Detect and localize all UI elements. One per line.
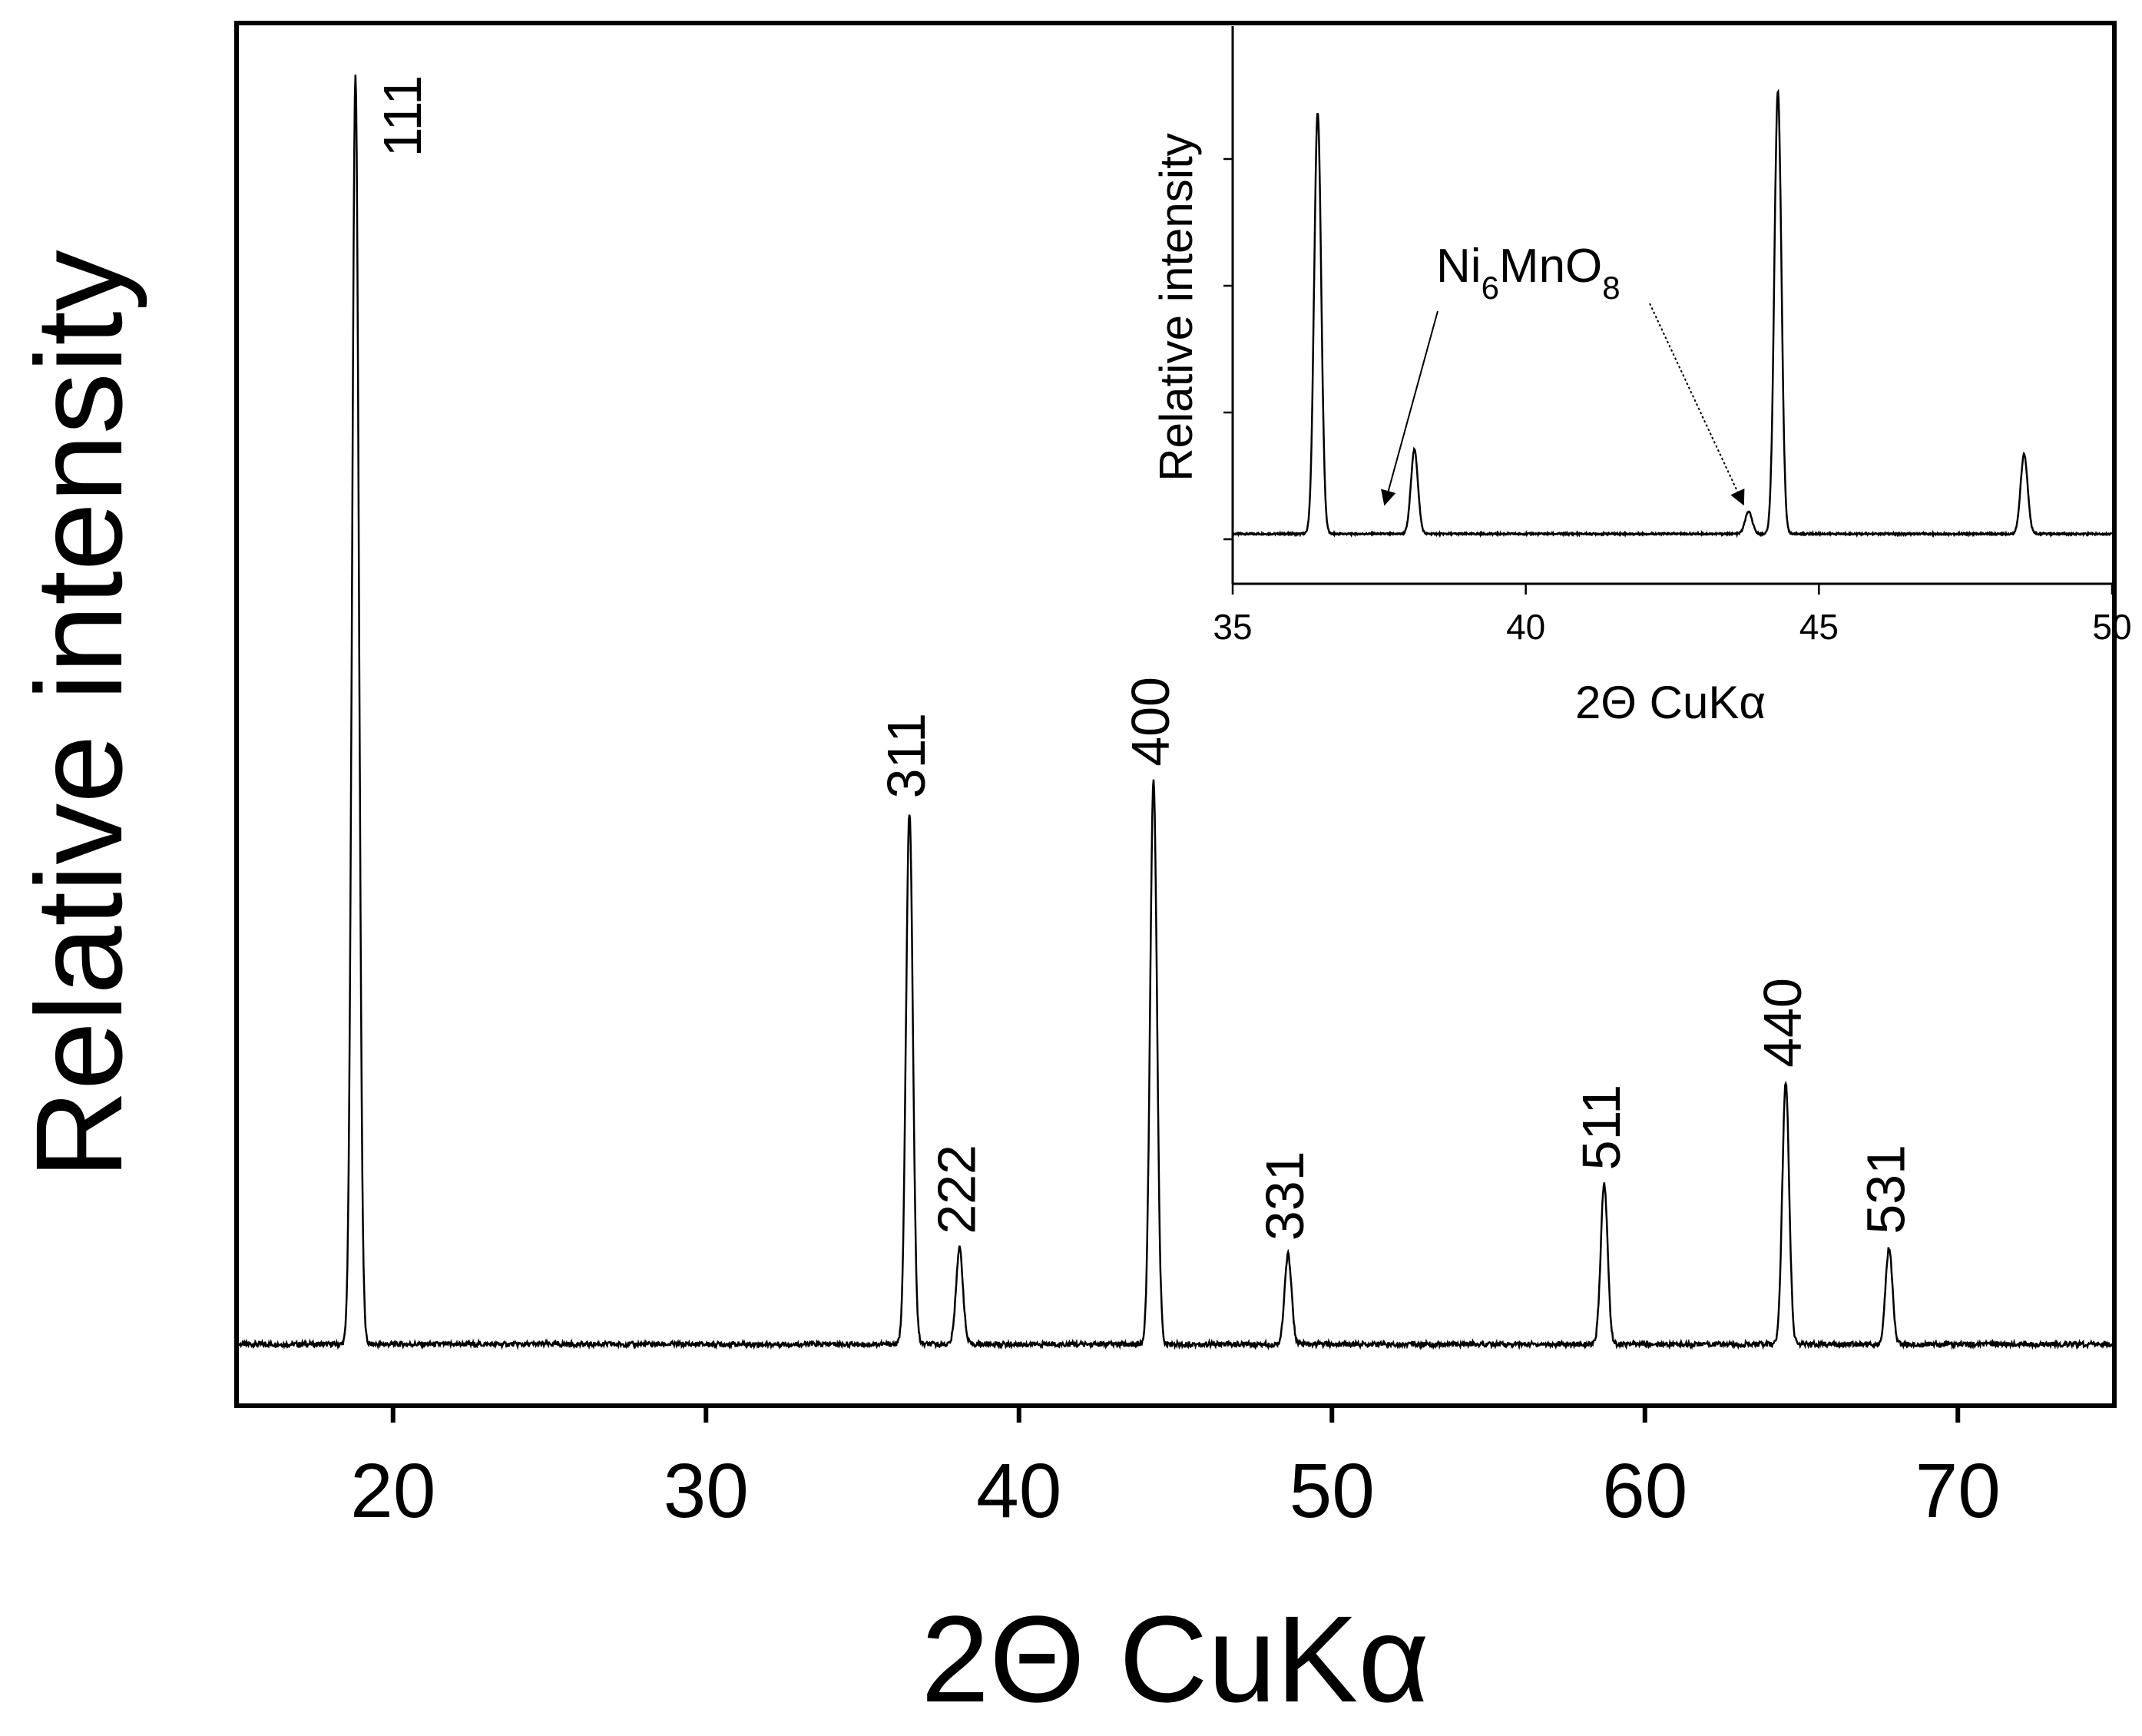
inset-annotation: Ni6MnO8 xyxy=(1381,240,1745,506)
inset-x-tick-labels: 35 40 45 50 xyxy=(1213,607,2131,647)
main-plot-frame xyxy=(234,21,2117,1408)
peak-label-440: 440 xyxy=(1753,978,1813,1068)
inset-x-tick-label: 40 xyxy=(1506,607,1545,647)
main-x-tick-label: 60 xyxy=(1602,1448,1687,1534)
main-x-tick-label: 30 xyxy=(664,1448,749,1534)
inset-y-ticks xyxy=(1223,157,1233,541)
inset-background xyxy=(1233,26,2112,584)
peak-label-511: 511 xyxy=(1571,1085,1631,1171)
peak-label-222: 222 xyxy=(926,1145,986,1234)
main-spectrum-line xyxy=(235,75,2116,1351)
inset-x-tick-label: 35 xyxy=(1213,607,1252,647)
inset-x-ticks xyxy=(1231,584,2114,595)
main-x-tick-label: 20 xyxy=(350,1448,435,1534)
main-chart: 20 30 40 50 60 70 111 311 222 400 331 511 440 531 Re… xyxy=(10,21,2117,1728)
annotation-arrows xyxy=(1381,303,1745,506)
main-y-axis-label: Relative intensity xyxy=(10,250,147,1178)
main-x-axis-label: 2Θ CuKα xyxy=(921,1590,1429,1728)
main-x-tick-label: 70 xyxy=(1915,1448,2001,1534)
main-x-tick-label: 50 xyxy=(1290,1448,1375,1534)
peak-label-531: 531 xyxy=(1856,1145,1916,1234)
main-x-tick-label: 40 xyxy=(976,1448,1061,1534)
peak-label-311: 311 xyxy=(876,713,936,799)
main-peak-labels: 111 311 222 400 331 511 440 531 xyxy=(372,75,1916,1241)
inset-chart: 35 40 45 50 Relative intensity 2Θ CuKα Ni6M… xyxy=(1150,26,2132,728)
annotation-label: Ni6MnO8 xyxy=(1436,240,1621,306)
annotation-arrow xyxy=(1381,310,1438,506)
peak-label-400: 400 xyxy=(1121,677,1180,767)
main-x-ticks xyxy=(390,1406,1961,1423)
main-x-tick-labels: 20 30 40 50 60 70 xyxy=(350,1448,2001,1534)
inset-x-axis-label: 2Θ CuKα xyxy=(1575,677,1766,728)
inset-x-tick-label: 50 xyxy=(2092,607,2131,647)
inset-y-axis-label: Relative intensity xyxy=(1150,133,1202,482)
inset-x-tick-label: 45 xyxy=(1799,607,1839,647)
inset-spectrum-line xyxy=(1231,88,2113,538)
peak-label-331: 331 xyxy=(1255,1151,1315,1241)
peak-label-111: 111 xyxy=(372,75,432,157)
